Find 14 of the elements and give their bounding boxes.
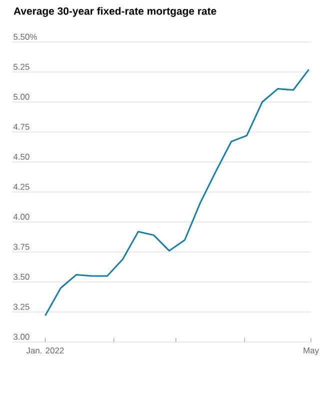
y-tick-label: 4.50 xyxy=(13,154,30,160)
y-tick-label: 4.25 xyxy=(13,184,30,190)
y-tick-label: 5.25 xyxy=(14,64,30,70)
y-tick-label: 3.00 xyxy=(14,334,30,340)
x-tick-label: May xyxy=(304,348,319,356)
y-tick-label: 3.75 xyxy=(14,244,30,250)
y-tick-label: 5.00 xyxy=(14,94,30,100)
x-tick-label: Jan. 2022 xyxy=(26,348,64,354)
y-tick-label: 4.75 xyxy=(13,124,30,130)
y-tick-label: 5.50% xyxy=(14,34,37,40)
chart-title: Average 30-year fixed-rate mortgage rate xyxy=(14,7,216,17)
y-tick-label: 3.25 xyxy=(14,304,30,310)
y-tick-label: 4.00 xyxy=(13,214,30,220)
y-tick-label: 3.50 xyxy=(14,274,30,280)
